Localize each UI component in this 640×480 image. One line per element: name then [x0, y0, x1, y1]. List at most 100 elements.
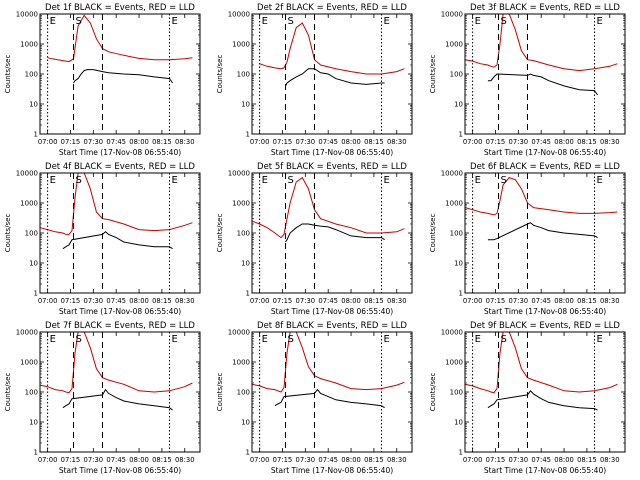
- chart-title: Det 2f BLACK = Events, RED = LLD: [257, 3, 407, 13]
- y-axis-label: Counts/sec: [216, 55, 224, 94]
- chart-panel-1: Det 1f BLACK = Events, RED = LLD Counts/s…: [4, 3, 201, 157]
- time-marker-label: S: [501, 16, 507, 27]
- y-axis-label: Counts/sec: [216, 373, 224, 412]
- y-tick-label: 1: [34, 290, 38, 298]
- x-tick-label: 07:45: [318, 138, 338, 146]
- x-axis-label: Start Time (17-Nov-08 06:55:40): [59, 148, 181, 157]
- y-tick-label: 1000: [232, 41, 250, 49]
- y-tick-label: 1: [246, 290, 250, 298]
- y-axis-label: Counts/sec: [429, 55, 437, 94]
- y-tick-label: 1000: [232, 200, 250, 208]
- time-marker-label: S: [288, 175, 294, 186]
- x-tick-label: 08:15: [364, 456, 384, 464]
- x-tick-label: 07:15: [273, 297, 293, 305]
- chart-title: Det 6f BLACK = Events, RED = LLD: [470, 162, 620, 172]
- events-series-line: [487, 390, 598, 411]
- time-marker-label: E: [384, 175, 390, 186]
- events-series-line: [73, 69, 174, 84]
- lld-series-line: [47, 14, 193, 63]
- events-series-line: [285, 223, 385, 243]
- x-tick-label: 08:30: [175, 456, 195, 464]
- y-tick-label: 1: [459, 131, 463, 139]
- lld-series-line: [251, 331, 405, 393]
- events-series-line: [487, 222, 598, 241]
- x-tick-label: 07:45: [531, 138, 551, 146]
- plot-frame: [464, 172, 626, 294]
- y-tick-label: 100: [450, 71, 463, 79]
- y-tick-label: 10: [29, 101, 38, 109]
- x-tick-label: 07:00: [463, 456, 483, 464]
- y-tick-label: 1000: [445, 359, 463, 367]
- plot-frame: [464, 13, 626, 135]
- x-axis-label: Start Time (17-Nov-08 06:55:40): [271, 148, 393, 157]
- chart-panel-4: Det 4f BLACK = Events, RED = LLD Counts/s…: [4, 162, 201, 316]
- plot-frame: [251, 13, 413, 135]
- x-tick-label: 08:30: [175, 138, 195, 146]
- chart-title: Det 8f BLACK = Events, RED = LLD: [257, 321, 407, 331]
- chart-panel-5: Det 5f BLACK = Events, RED = LLD Counts/s…: [216, 162, 413, 316]
- y-tick-label: 10000: [16, 11, 38, 19]
- x-tick-label: 08:30: [387, 456, 407, 464]
- plot-frame: [39, 13, 201, 135]
- plot-frame: [464, 331, 626, 453]
- lld-series-line: [39, 331, 193, 394]
- chart-panel-3: Det 3f BLACK = Events, RED = LLD Counts/s…: [429, 3, 626, 157]
- x-tick-label: 08:15: [152, 297, 172, 305]
- time-marker-label: S: [501, 334, 507, 345]
- y-tick-label: 10000: [228, 170, 250, 178]
- y-tick-label: 10: [454, 419, 463, 427]
- x-tick-label: 07:45: [106, 456, 126, 464]
- x-tick-label: 08:30: [387, 297, 407, 305]
- time-marker-label: E: [172, 16, 178, 27]
- y-tick-label: 100: [237, 230, 250, 238]
- x-tick-label: 08:00: [554, 138, 574, 146]
- time-marker-label: E: [597, 334, 603, 345]
- x-tick-label: 07:15: [61, 138, 81, 146]
- y-tick-label: 10000: [228, 11, 250, 19]
- time-marker-label: S: [76, 175, 82, 186]
- y-tick-label: 10: [241, 260, 250, 268]
- x-tick-label: 07:15: [61, 297, 81, 305]
- x-tick-label: 07:45: [106, 297, 126, 305]
- x-tick-label: 07:00: [463, 138, 483, 146]
- plot-frame: [39, 331, 201, 453]
- x-tick-label: 08:15: [577, 138, 597, 146]
- y-tick-label: 1000: [20, 41, 38, 49]
- y-tick-label: 10: [29, 419, 38, 427]
- y-tick-label: 1: [246, 449, 250, 457]
- x-tick-label: 07:45: [106, 138, 126, 146]
- y-tick-label: 1: [34, 131, 38, 139]
- time-marker-label: E: [597, 175, 603, 186]
- time-marker-label: E: [475, 175, 481, 186]
- x-tick-label: 08:15: [364, 297, 384, 305]
- x-tick-label: 07:30: [84, 456, 104, 464]
- time-marker-label: E: [262, 334, 268, 345]
- y-tick-label: 10: [241, 101, 250, 109]
- x-tick-label: 08:30: [600, 456, 620, 464]
- y-tick-label: 1000: [445, 41, 463, 49]
- time-marker-label: S: [76, 334, 82, 345]
- plot-frame: [251, 331, 413, 453]
- plot-frame: [39, 172, 201, 294]
- x-tick-label: 08:00: [129, 456, 149, 464]
- y-tick-label: 10: [29, 260, 38, 268]
- y-tick-label: 100: [450, 389, 463, 397]
- time-marker-label: S: [76, 16, 82, 27]
- x-tick-label: 07:15: [61, 456, 81, 464]
- y-axis-label: Counts/sec: [429, 214, 437, 253]
- x-axis-label: Start Time (17-Nov-08 06:55:40): [59, 307, 181, 316]
- x-tick-label: 08:00: [129, 138, 149, 146]
- y-axis-label: Counts/sec: [4, 373, 12, 412]
- chart-title: Det 7f BLACK = Events, RED = LLD: [45, 321, 195, 331]
- x-tick-label: 08:00: [341, 297, 361, 305]
- time-marker-label: E: [50, 175, 56, 186]
- time-marker-label: E: [384, 334, 390, 345]
- x-axis-label: Start Time (17-Nov-08 06:55:40): [59, 466, 181, 475]
- x-tick-label: 08:15: [577, 456, 597, 464]
- x-tick-label: 07:30: [509, 138, 529, 146]
- x-tick-label: 07:45: [318, 456, 338, 464]
- chart-title: Det 9f BLACK = Events, RED = LLD: [470, 321, 620, 331]
- y-tick-label: 100: [237, 71, 250, 79]
- x-axis-label: Start Time (17-Nov-08 06:55:40): [271, 307, 393, 316]
- events-series-line: [487, 73, 599, 96]
